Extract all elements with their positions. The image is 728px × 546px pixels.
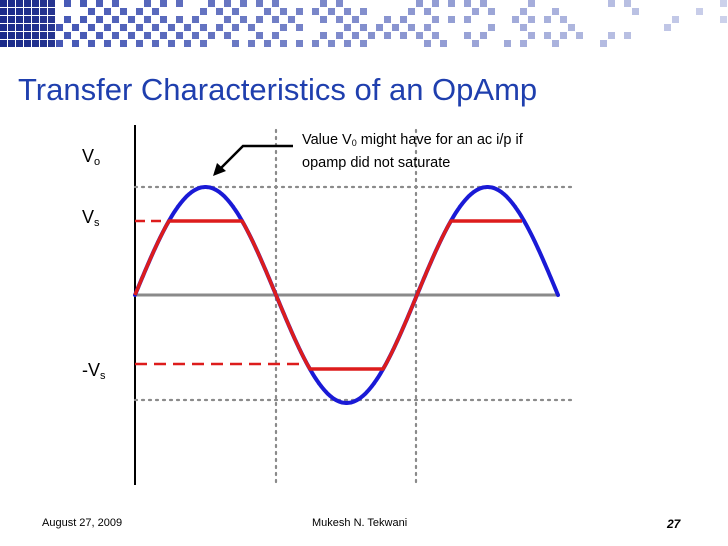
footer-author: Mukesh N. Tekwani	[312, 517, 407, 529]
label-vo: Vo	[82, 146, 100, 168]
annotation-arrow	[219, 146, 293, 170]
footer-date: August 27, 2009	[42, 517, 122, 529]
label-neg-vs: -Vs	[82, 360, 106, 382]
annotation-line-1: Value V0 might have for an ac i/p if	[302, 132, 523, 148]
annotation-line-2: opamp did not saturate	[302, 155, 450, 171]
page-number: 27	[667, 517, 680, 531]
label-vs: Vs	[82, 207, 100, 229]
